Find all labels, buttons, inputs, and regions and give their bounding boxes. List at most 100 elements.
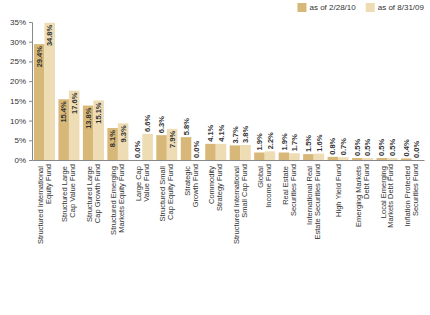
bar bbox=[289, 153, 300, 160]
data-label: 3.8% bbox=[241, 126, 250, 143]
bar bbox=[58, 99, 69, 160]
y-tick: 35% bbox=[10, 18, 32, 27]
bar bbox=[377, 158, 388, 160]
y-tick: 10% bbox=[10, 117, 32, 126]
data-labels: 29.4% 15.4% 13.8% 8.1% 0.0% 6.3% 5.8% 4.1% 3.7% 1… bbox=[35, 24, 422, 158]
bar bbox=[205, 144, 216, 160]
legend-label: as of 8/31/09 bbox=[378, 3, 425, 12]
bar bbox=[314, 154, 325, 160]
x-tick: Structured International Equity Fund bbox=[36, 160, 53, 244]
data-label: 0.5% bbox=[363, 139, 372, 156]
x-tick-label: High Yield Fund bbox=[334, 164, 343, 217]
data-label: 0.5% bbox=[388, 139, 397, 156]
x-tick-label: Strategic Growth Fund bbox=[183, 164, 200, 207]
data-label: 34.8% bbox=[45, 24, 54, 46]
y-tick: 20% bbox=[10, 77, 32, 86]
x-tick: Large Cap Value Fund bbox=[134, 160, 151, 202]
legend-swatch bbox=[297, 3, 306, 12]
bar bbox=[387, 158, 398, 160]
y-tick-label: 10% bbox=[10, 117, 26, 126]
y-tick: 15% bbox=[10, 97, 32, 106]
x-tick: Structured Emerging Markets Equity Fund bbox=[109, 160, 126, 235]
legend: as of 8/31/09as of 2/28/10 bbox=[297, 3, 424, 12]
bar bbox=[44, 23, 55, 160]
x-tick-label: Structured Emerging Markets Equity Fund bbox=[109, 164, 126, 235]
bar bbox=[401, 158, 412, 160]
bar bbox=[254, 153, 265, 160]
x-tick: International Real Estate Securities Fun… bbox=[305, 160, 322, 239]
y-tick-mark bbox=[29, 121, 32, 122]
y-tick-mark bbox=[29, 22, 32, 23]
x-tick: Structured International Small Cap Fund bbox=[232, 160, 249, 244]
x-tick: Commodity Strategy Fund bbox=[207, 160, 224, 211]
y-tick: 5% bbox=[14, 136, 32, 145]
y-tick-label: 0% bbox=[14, 156, 26, 165]
x-tick-label: Local Emerging Markets Debt Fund bbox=[379, 164, 396, 228]
x-tick-label: Commodity Strategy Fund bbox=[207, 164, 224, 211]
bar-series bbox=[34, 44, 412, 160]
x-axis: Structured International Equity Fund Stru… bbox=[33, 160, 425, 244]
x-tick-label: Global Income Fund bbox=[256, 164, 273, 208]
data-label: 1.9% bbox=[280, 133, 289, 150]
data-label: 0.0% bbox=[133, 141, 142, 158]
data-label: 0.5% bbox=[353, 139, 362, 156]
data-label: 17.6% bbox=[70, 92, 79, 114]
data-label: 6.3% bbox=[157, 116, 166, 133]
x-tick: Structured Large Cap Growth Fund bbox=[85, 160, 102, 223]
bar bbox=[279, 153, 290, 160]
bar bbox=[69, 91, 80, 160]
x-tick-label: Structured International Equity Fund bbox=[36, 164, 53, 244]
data-label: 0.8% bbox=[328, 137, 337, 154]
x-tick: Structured Small Cap Equity Fund bbox=[158, 160, 175, 222]
bar bbox=[216, 144, 227, 160]
y-tick-label: 30% bbox=[10, 38, 26, 47]
bar bbox=[181, 137, 192, 160]
y-tick-mark bbox=[29, 101, 32, 102]
x-tick-label: Structured Large Cap Growth Fund bbox=[85, 164, 102, 223]
bar bbox=[338, 157, 349, 160]
data-label: 9.3% bbox=[119, 125, 128, 142]
x-tick: Global Income Fund bbox=[256, 160, 273, 208]
x-tick-label: Structured Large Cap Value Fund bbox=[60, 164, 77, 222]
data-label: 8.1% bbox=[108, 130, 117, 147]
y-tick: 0% bbox=[14, 156, 32, 165]
bar bbox=[191, 160, 202, 161]
legend-swatch bbox=[366, 3, 375, 12]
x-tick-label: Real Estate Securities Fund bbox=[281, 164, 298, 216]
y-tick-mark bbox=[29, 160, 32, 161]
x-tick-label: Structured International Small Cap Fund bbox=[232, 164, 249, 244]
bar bbox=[83, 106, 94, 160]
bar bbox=[142, 134, 153, 160]
data-label: 1.7% bbox=[290, 134, 299, 151]
bar bbox=[412, 160, 423, 161]
data-label: 0.7% bbox=[339, 138, 348, 155]
bar bbox=[328, 157, 339, 160]
data-label: 0.0% bbox=[192, 141, 201, 158]
bar bbox=[240, 145, 251, 160]
bar bbox=[156, 135, 167, 160]
data-label: 7.9% bbox=[168, 131, 177, 148]
data-label: 0.4% bbox=[402, 139, 411, 156]
y-tick: 30% bbox=[10, 38, 32, 47]
bar bbox=[230, 145, 241, 160]
data-label: 0.5% bbox=[377, 139, 386, 156]
bar bbox=[167, 129, 178, 160]
data-label: 29.4% bbox=[35, 46, 44, 68]
bar bbox=[352, 158, 363, 160]
data-label: 15.4% bbox=[59, 101, 68, 123]
x-tick-label: Emerging Markets Debt Fund bbox=[354, 164, 371, 227]
data-label: 3.7% bbox=[231, 126, 240, 143]
bars bbox=[34, 23, 412, 160]
bar bbox=[265, 151, 276, 160]
data-label: 1.6% bbox=[315, 134, 324, 151]
bar bbox=[132, 160, 143, 161]
y-tick-label: 35% bbox=[10, 18, 26, 27]
x-tick: Inflation Protected Securities Fund bbox=[403, 160, 420, 227]
bar-series bbox=[44, 23, 397, 160]
data-label: 0.0% bbox=[412, 141, 421, 158]
x-tick-label: Inflation Protected Securities Fund bbox=[403, 164, 420, 227]
data-label: 4.1% bbox=[206, 124, 215, 141]
data-label: 5.8% bbox=[182, 118, 191, 135]
x-tick: Emerging Markets Debt Fund bbox=[354, 160, 371, 227]
data-label: 13.8% bbox=[84, 107, 93, 129]
